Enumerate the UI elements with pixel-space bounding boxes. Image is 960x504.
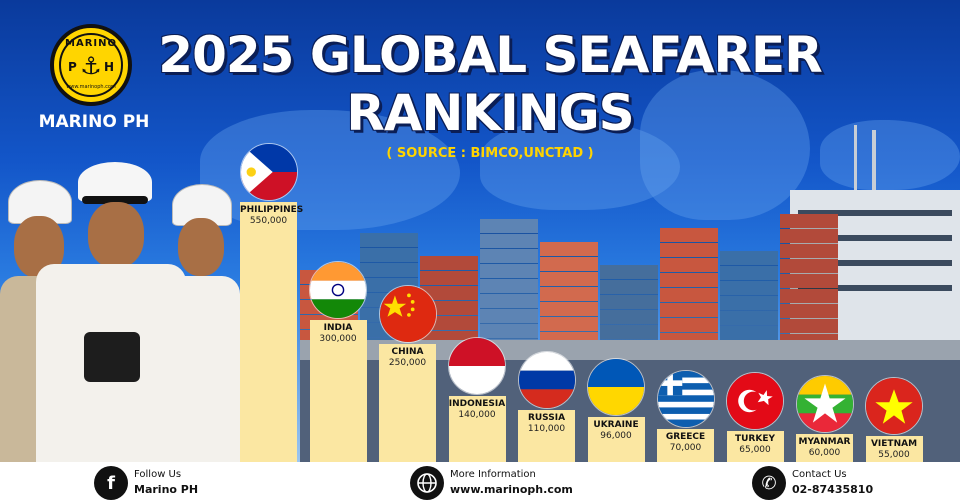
binoculars-icon [84, 332, 140, 382]
footer-follow[interactable]: f Follow Us Marino PH [94, 466, 264, 500]
bar-category-label: RUSSIA [527, 413, 566, 423]
bar-myanmar [796, 434, 853, 462]
bar-greece [657, 429, 714, 462]
bar-category-label: PHILIPPINES [240, 205, 304, 215]
seafarer-bar-chart: PHILIPPINES 550,000 INDIA 300,000 CHINA 250,0… [239, 143, 923, 462]
bar-value-label: 60,000 [808, 448, 841, 458]
bar-russia [518, 410, 575, 462]
container-stack [480, 219, 538, 340]
bar-value-label: 96,000 [600, 431, 632, 441]
bar-category-label: VIETNAM [870, 439, 918, 449]
footer-info[interactable]: More Information www.marinoph.com [410, 466, 610, 500]
brand-name: MARINO PH [38, 112, 150, 132]
philippines-flag-icon [239, 143, 298, 201]
logo-letter-h: H [103, 60, 114, 74]
bar-value-label: 140,000 [458, 410, 496, 420]
indonesia-flag-icon [448, 337, 506, 395]
myanmar-flag-icon [795, 375, 854, 433]
container-stack [660, 228, 718, 340]
vietnam-flag-icon [865, 377, 923, 435]
bar-category-label: GREECE [665, 432, 706, 442]
ship-mast [872, 130, 876, 194]
bar-value-label: 70,000 [669, 443, 702, 453]
map-shape [820, 120, 960, 190]
anchor-icon: ⚓ [80, 52, 102, 80]
chart-title-line1: 2025 GLOBAL SEAFARER [158, 26, 822, 84]
bar-category-label: INDONESIA [448, 399, 506, 409]
india-flag-icon [309, 261, 367, 319]
china-flag-icon [378, 285, 437, 343]
bar-value-label: 110,000 [527, 424, 566, 434]
ukraine-flag-icon [587, 358, 645, 416]
footer: f Follow Us Marino PH More Information w… [0, 462, 960, 504]
globe-icon[interactable] [410, 466, 444, 500]
bar-china [379, 344, 436, 462]
bar-vietnam [865, 436, 923, 462]
info-label: More Information [450, 469, 536, 480]
facebook-icon[interactable]: f [94, 466, 128, 500]
russia-flag-icon [517, 351, 576, 409]
bar-category-label: INDIA [323, 323, 353, 333]
ship-captain [36, 162, 186, 462]
bar-value-label: 550,000 [249, 216, 288, 226]
bar-value-label: 65,000 [739, 445, 771, 455]
map-shape [480, 120, 680, 210]
logo-word: MARINO [65, 38, 117, 49]
bar-category-label: TURKEY [734, 434, 776, 444]
chart-subtitle: ( SOURCE : BIMCO,UNCTAD ) [386, 146, 594, 161]
bar-value-label: 300,000 [319, 334, 357, 344]
bar-philippines [240, 202, 297, 462]
ship-mast [854, 125, 857, 195]
chart-title-line2: RANKINGS [346, 84, 634, 142]
greece-flag-icon [656, 370, 715, 428]
bar-category-label: CHINA [391, 347, 424, 357]
contact-label: Contact Us [792, 469, 847, 480]
map-shape [640, 70, 810, 220]
info-value[interactable]: www.marinoph.com [450, 483, 573, 496]
bar-turkey [726, 431, 784, 462]
follow-label: Follow Us [134, 469, 182, 480]
bar-indonesia [448, 396, 506, 462]
container-stack [720, 251, 778, 340]
follow-value[interactable]: Marino PH [134, 483, 199, 496]
container-stack [540, 242, 598, 340]
bar-category-label: MYANMAR [798, 437, 851, 447]
bar-value-label: 55,000 [878, 450, 910, 460]
bar-ukraine [587, 417, 645, 462]
banner: MARINO P ⚓ H www.marinoph.com MARINO PH … [0, 0, 960, 462]
contact-value[interactable]: 02-87435810 [792, 483, 874, 496]
marino-logo: MARINO P ⚓ H www.marinoph.com [50, 24, 132, 106]
container-stack [780, 214, 838, 340]
phone-icon[interactable]: ✆ [752, 466, 786, 500]
footer-contact[interactable]: ✆ Contact Us 02-87435810 [752, 466, 922, 500]
logo-url: www.marinoph.com [66, 84, 116, 90]
turkey-flag-icon [726, 372, 784, 430]
bar-category-label: UKRAINE [593, 420, 639, 430]
bar-india [309, 320, 367, 462]
container-stack [600, 265, 658, 340]
bar-value-label: 250,000 [388, 358, 427, 368]
logo-letter-p: P [68, 60, 77, 74]
